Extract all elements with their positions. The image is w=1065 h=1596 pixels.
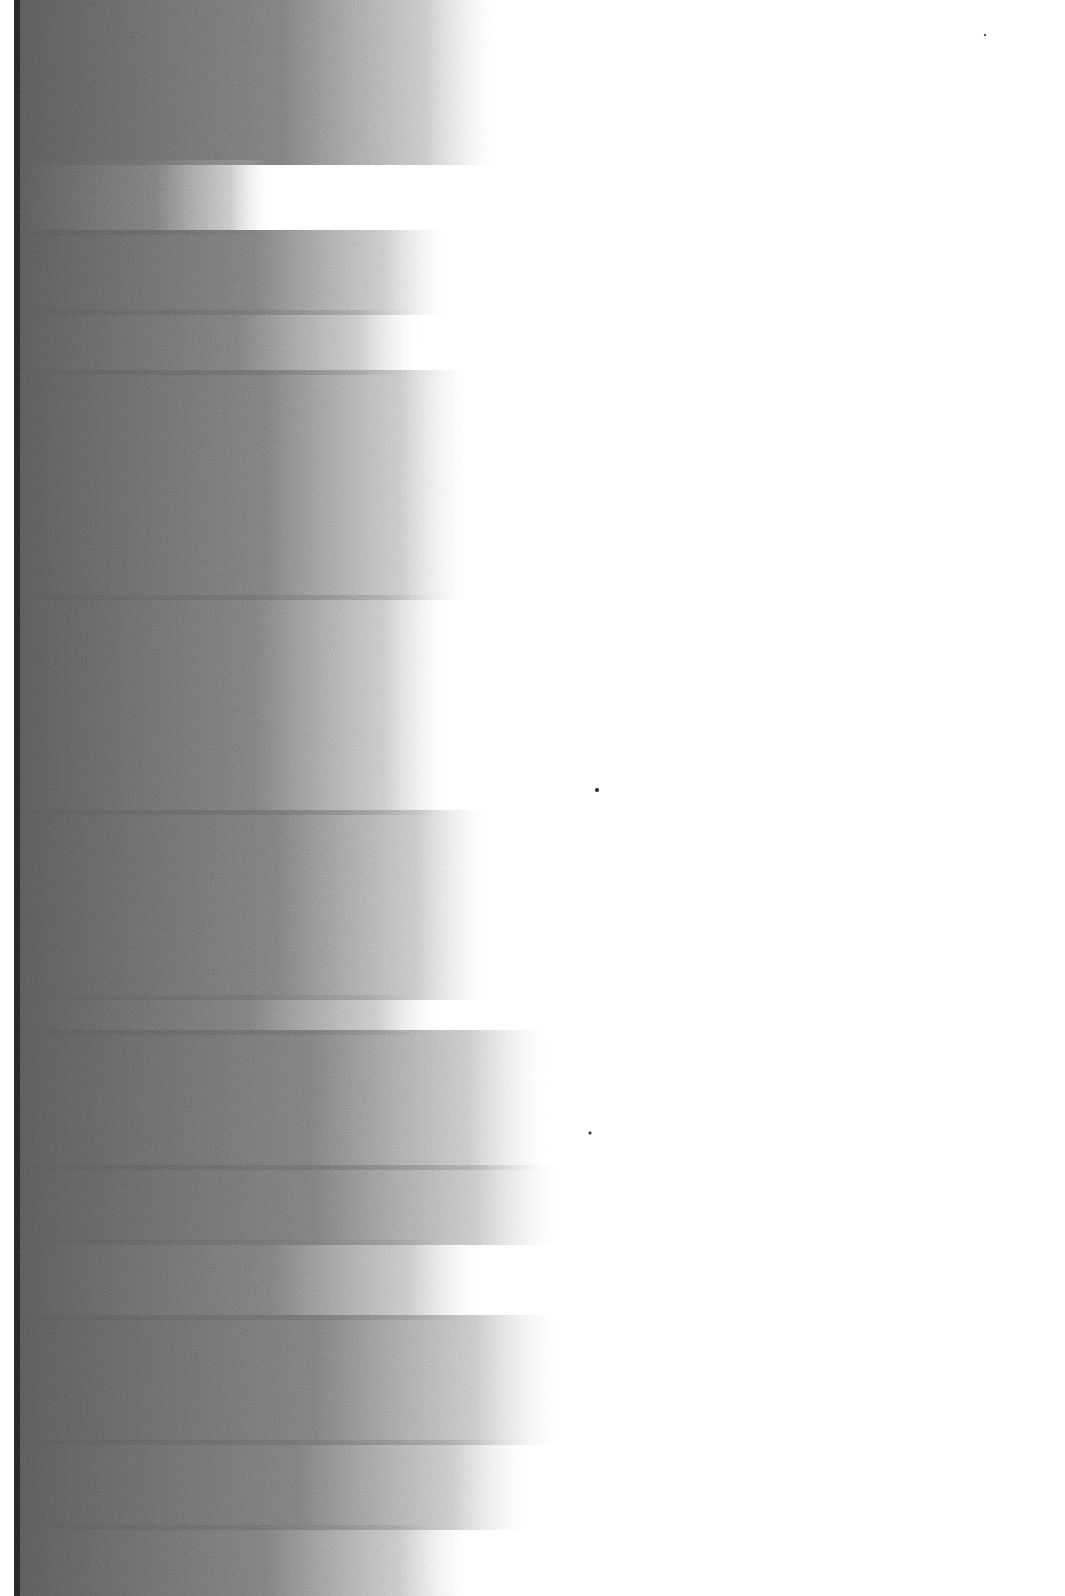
speck (984, 34, 986, 36)
shadow-band (18, 160, 268, 235)
shadow-band (18, 310, 418, 375)
page: {} html, body { margin: 0; padding: 0; b… (0, 0, 1065, 1596)
shadow-band (18, 1240, 478, 1320)
shadow-band (18, 595, 448, 815)
speck (589, 1132, 592, 1135)
speck (595, 788, 599, 792)
shadow-band (18, 1315, 558, 1445)
shadow-band (18, 1030, 548, 1170)
shadow-band (18, 995, 438, 1035)
shadow-band (18, 230, 448, 315)
shadow-band (18, 810, 488, 1000)
shadow-band (18, 1165, 558, 1245)
shadow-band (18, 370, 468, 600)
shadow-band (18, 0, 498, 165)
shadow-band (18, 1525, 468, 1596)
scan-body (0, 0, 1065, 1596)
page-edge (14, 0, 20, 1596)
shadow-band (18, 1440, 528, 1530)
scanned-page (0, 0, 1065, 1596)
